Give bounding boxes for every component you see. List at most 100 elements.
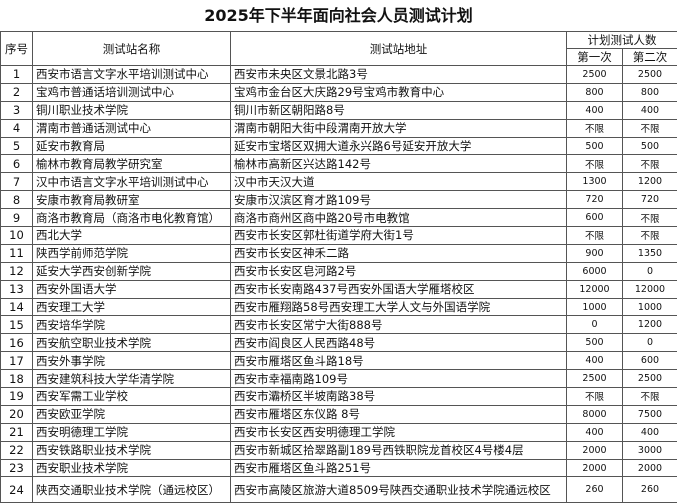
cell-index: 22 xyxy=(1,441,33,459)
cell-address: 西安市未央区文景北路3号 xyxy=(231,66,567,84)
cell-first: 1300 xyxy=(567,173,623,191)
cell-name: 铜川职业技术学院 xyxy=(33,101,231,119)
cell-name: 陕西交通职业技术学院（通远校区） xyxy=(33,477,231,503)
cell-name: 渭南市普通话测试中心 xyxy=(33,119,231,137)
cell-address: 汉中市天汉大道 xyxy=(231,173,567,191)
cell-name: 西安建筑科技大学华清学院 xyxy=(33,370,231,388)
cell-second: 600 xyxy=(623,352,677,370)
cell-index: 11 xyxy=(1,244,33,262)
cell-first: 不限 xyxy=(567,227,623,245)
cell-first: 2500 xyxy=(567,370,623,388)
cell-name: 西安外事学院 xyxy=(33,352,231,370)
cell-index: 4 xyxy=(1,119,33,137)
cell-name: 陕西学前师范学院 xyxy=(33,244,231,262)
page-title: 2025年下半年面向社会人员测试计划 xyxy=(0,0,677,31)
cell-index: 23 xyxy=(1,459,33,477)
cell-second: 2000 xyxy=(623,459,677,477)
cell-second: 1000 xyxy=(623,298,677,316)
cell-second: 400 xyxy=(623,423,677,441)
cell-second: 不限 xyxy=(623,388,677,406)
cell-second: 1350 xyxy=(623,244,677,262)
cell-address: 渭南市朝阳大街中段渭南开放大学 xyxy=(231,119,567,137)
cell-first: 6000 xyxy=(567,262,623,280)
header-planned: 计划测试人数 xyxy=(567,32,677,49)
cell-index: 9 xyxy=(1,209,33,227)
cell-index: 18 xyxy=(1,370,33,388)
cell-index: 20 xyxy=(1,405,33,423)
cell-address: 西安市雁塔区鱼斗路251号 xyxy=(231,459,567,477)
cell-second: 1200 xyxy=(623,173,677,191)
cell-second: 720 xyxy=(623,191,677,209)
cell-second: 3000 xyxy=(623,441,677,459)
cell-index: 6 xyxy=(1,155,33,173)
cell-first: 400 xyxy=(567,101,623,119)
cell-name: 汉中市语言文字水平培训测试中心 xyxy=(33,173,231,191)
cell-second: 260 xyxy=(623,477,677,503)
cell-name: 西安航空职业技术学院 xyxy=(33,334,231,352)
cell-second: 0 xyxy=(623,334,677,352)
cell-index: 24 xyxy=(1,477,33,503)
cell-name: 西安铁路职业技术学院 xyxy=(33,441,231,459)
cell-first: 600 xyxy=(567,209,623,227)
cell-second: 不限 xyxy=(623,155,677,173)
header-index: 序号 xyxy=(1,32,33,66)
cell-index: 5 xyxy=(1,137,33,155)
cell-second: 不限 xyxy=(623,119,677,137)
cell-name: 西安理工大学 xyxy=(33,298,231,316)
cell-first: 2000 xyxy=(567,441,623,459)
cell-first: 800 xyxy=(567,83,623,101)
cell-first: 不限 xyxy=(567,155,623,173)
cell-name: 延安大学西安创新学院 xyxy=(33,262,231,280)
cell-address: 西安市灞桥区半坡南路38号 xyxy=(231,388,567,406)
cell-index: 19 xyxy=(1,388,33,406)
cell-second: 不限 xyxy=(623,209,677,227)
cell-second: 500 xyxy=(623,137,677,155)
cell-name: 西安明德理工学院 xyxy=(33,423,231,441)
cell-address: 延安市宝塔区双拥大道永兴路6号延安开放大学 xyxy=(231,137,567,155)
cell-address: 宝鸡市金台区大庆路29号宝鸡市教育中心 xyxy=(231,83,567,101)
cell-index: 2 xyxy=(1,83,33,101)
cell-first: 400 xyxy=(567,352,623,370)
cell-second: 2500 xyxy=(623,66,677,84)
cell-first: 12000 xyxy=(567,280,623,298)
cell-address: 西安市阎良区人民西路48号 xyxy=(231,334,567,352)
cell-index: 13 xyxy=(1,280,33,298)
cell-first: 900 xyxy=(567,244,623,262)
cell-address: 西安市长安区皂河路2号 xyxy=(231,262,567,280)
cell-name: 西安培华学院 xyxy=(33,316,231,334)
header-address: 测试站地址 xyxy=(231,32,567,66)
cell-address: 西安市长安南路437号西安外国语大学雁塔校区 xyxy=(231,280,567,298)
cell-address: 西安市雁塔区东仪路 8号 xyxy=(231,405,567,423)
cell-first: 2500 xyxy=(567,66,623,84)
cell-second: 800 xyxy=(623,83,677,101)
cell-index: 3 xyxy=(1,101,33,119)
cell-index: 12 xyxy=(1,262,33,280)
cell-second: 400 xyxy=(623,101,677,119)
cell-name: 宝鸡市普通话培训测试中心 xyxy=(33,83,231,101)
cell-second: 2500 xyxy=(623,370,677,388)
cell-first: 8000 xyxy=(567,405,623,423)
cell-address: 安康市汉滨区育才路109号 xyxy=(231,191,567,209)
cell-name: 西安欧亚学院 xyxy=(33,405,231,423)
cell-second: 7500 xyxy=(623,405,677,423)
cell-name: 商洛市教育局（商洛市电化教育馆） xyxy=(33,209,231,227)
cell-address: 西安市幸福南路109号 xyxy=(231,370,567,388)
cell-index: 16 xyxy=(1,334,33,352)
cell-name: 西安军需工业学校 xyxy=(33,388,231,406)
cell-index: 7 xyxy=(1,173,33,191)
